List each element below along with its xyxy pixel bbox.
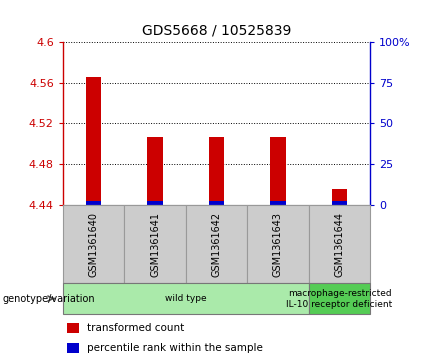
Text: GSM1361644: GSM1361644: [334, 212, 345, 277]
Text: GSM1361641: GSM1361641: [150, 212, 160, 277]
Bar: [86, 77, 101, 205]
Text: GSM1361643: GSM1361643: [273, 212, 283, 277]
Title: GDS5668 / 10525839: GDS5668 / 10525839: [142, 24, 291, 38]
Text: transformed count: transformed count: [87, 323, 184, 333]
Bar: [270, 137, 286, 205]
Bar: [270, 201, 286, 205]
Text: percentile rank within the sample: percentile rank within the sample: [87, 343, 262, 353]
Text: GSM1361640: GSM1361640: [88, 212, 99, 277]
Text: wild type: wild type: [165, 294, 207, 303]
Bar: [209, 201, 224, 205]
Bar: [86, 201, 101, 205]
Text: macrophage-restricted
IL-10 receptor deficient: macrophage-restricted IL-10 receptor def…: [286, 289, 393, 309]
Text: GSM1361642: GSM1361642: [211, 212, 222, 277]
Bar: [147, 201, 163, 205]
Bar: [147, 137, 163, 205]
Bar: [332, 189, 347, 205]
Bar: [332, 201, 347, 205]
Text: genotype/variation: genotype/variation: [2, 294, 95, 303]
Bar: [209, 137, 224, 205]
